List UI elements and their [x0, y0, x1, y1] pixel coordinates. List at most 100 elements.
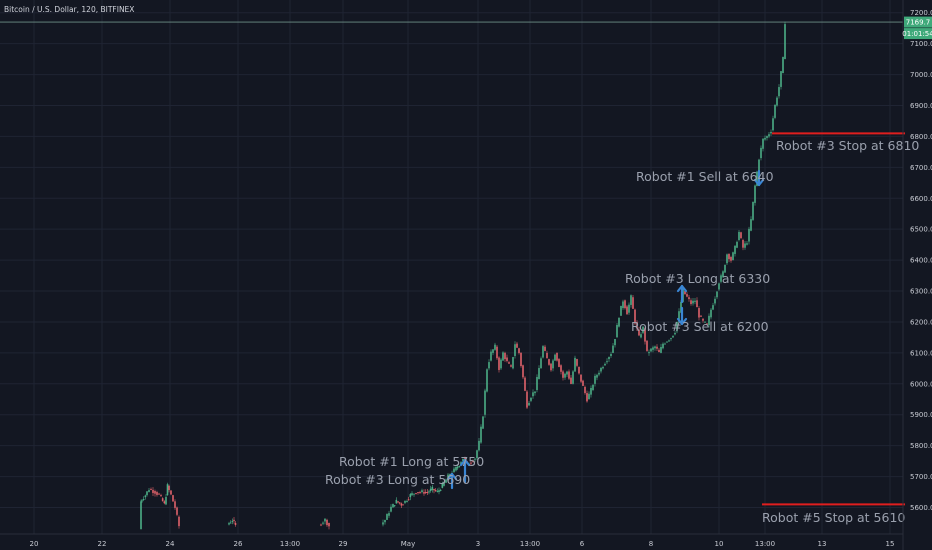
candle-body [178, 516, 180, 527]
candle-body [460, 462, 462, 465]
candle-body [650, 348, 652, 352]
y-tick-label: 6000.0 [910, 380, 932, 388]
candle-body [636, 321, 638, 329]
robot5-stop-label: Robot #5 Stop at 5610 [762, 510, 905, 525]
candle-body [742, 240, 744, 248]
candle-body [506, 357, 508, 362]
last-price-badge: 7169.7 01:01:54 [902, 16, 932, 40]
candle-body [462, 458, 464, 462]
candle-body [584, 386, 586, 394]
candle-body [750, 219, 752, 231]
candle-body [392, 504, 394, 508]
candle-body [614, 339, 616, 346]
candle-body [429, 488, 432, 492]
candle-body [417, 492, 419, 494]
candle-body [413, 493, 415, 495]
last-price-value: 7169.7 [906, 19, 931, 27]
candle-body [522, 365, 524, 378]
candle-body [628, 304, 630, 313]
candle-body [652, 347, 654, 350]
candle-body [670, 338, 672, 340]
x-tick-label: May [401, 540, 415, 548]
candle-body [590, 387, 592, 395]
time-axis[interactable]: 20 22 24 26 13:00 29 May 3 13:00 6 8 10 13:00 13 15 [0, 533, 903, 548]
candle-body [438, 490, 440, 493]
candle-body [556, 352, 558, 361]
candle-body [706, 323, 708, 325]
candle-body [508, 362, 510, 364]
candle-body [770, 131, 772, 134]
candle-body [161, 498, 164, 502]
y-tick-label: 6600.0 [910, 195, 932, 203]
candle-body [674, 332, 676, 335]
candle-body [684, 291, 686, 295]
y-tick-label: 6300.0 [910, 288, 932, 296]
candle-body [382, 522, 384, 525]
candle-body [172, 495, 174, 502]
candle-body [502, 352, 504, 361]
candle-body [498, 357, 500, 370]
x-tick-label: 20 [30, 540, 39, 548]
x-tick-label: 13:00 [755, 540, 775, 548]
candle-body [638, 329, 640, 336]
candle-body [436, 490, 439, 492]
candle-body [510, 365, 512, 367]
candle-body [528, 402, 530, 406]
x-tick-label: 24 [166, 540, 175, 548]
candle-body [708, 315, 710, 326]
candle-body [632, 297, 634, 309]
candle-body [514, 344, 516, 356]
candle-body [696, 300, 698, 308]
candle-body [402, 504, 404, 506]
candle-body [660, 346, 662, 353]
candle-body [324, 518, 326, 522]
candle-body [447, 474, 449, 480]
y-tick-label: 6500.0 [910, 226, 932, 234]
candle-body [730, 257, 732, 261]
candle-body [550, 363, 552, 371]
candle-body [474, 458, 476, 460]
candle-body [634, 309, 636, 324]
candle-body [710, 309, 712, 318]
candle-body [415, 493, 417, 495]
candle-body [484, 390, 486, 415]
candle-body [722, 271, 724, 278]
candle-body [622, 301, 624, 309]
candle-body [524, 377, 526, 391]
price-axis[interactable]: 5600.0 5700.0 5800.0 5900.0 6000.0 6100.0 6200… [902, 0, 932, 550]
horizontal-lines[interactable] [762, 132, 905, 506]
candle-body [646, 340, 648, 351]
candle-body [656, 346, 658, 349]
y-tick-label: 6900.0 [910, 102, 932, 110]
candle-body [600, 367, 602, 372]
candle-body [740, 232, 742, 239]
y-tick-label: 5700.0 [910, 473, 932, 481]
candle-body [326, 519, 328, 526]
candle-body [744, 243, 746, 248]
candle-body [548, 359, 550, 365]
candle-body [610, 354, 612, 356]
candle-body [702, 318, 704, 321]
candle-body [388, 513, 390, 516]
candle-body [176, 507, 178, 515]
candle-body [390, 506, 392, 512]
candle-body [141, 500, 143, 502]
candle-body [596, 374, 598, 378]
candle-body [724, 264, 726, 273]
candle-body [734, 245, 736, 254]
candle-body [542, 346, 544, 358]
candle-body [472, 461, 474, 463]
candle-body [666, 341, 668, 343]
candle-body [455, 466, 457, 471]
candle-body [676, 321, 678, 332]
signal-arrows [446, 169, 765, 490]
candle-body [716, 291, 718, 298]
robot1-long-label: Robot #1 Long at 5750 [339, 454, 484, 469]
y-tick-label: 6800.0 [910, 133, 932, 141]
candle-body [574, 357, 576, 372]
candle-body [512, 357, 514, 369]
candle-body [431, 486, 434, 490]
candle-body [532, 392, 534, 397]
candle-body [654, 346, 656, 349]
